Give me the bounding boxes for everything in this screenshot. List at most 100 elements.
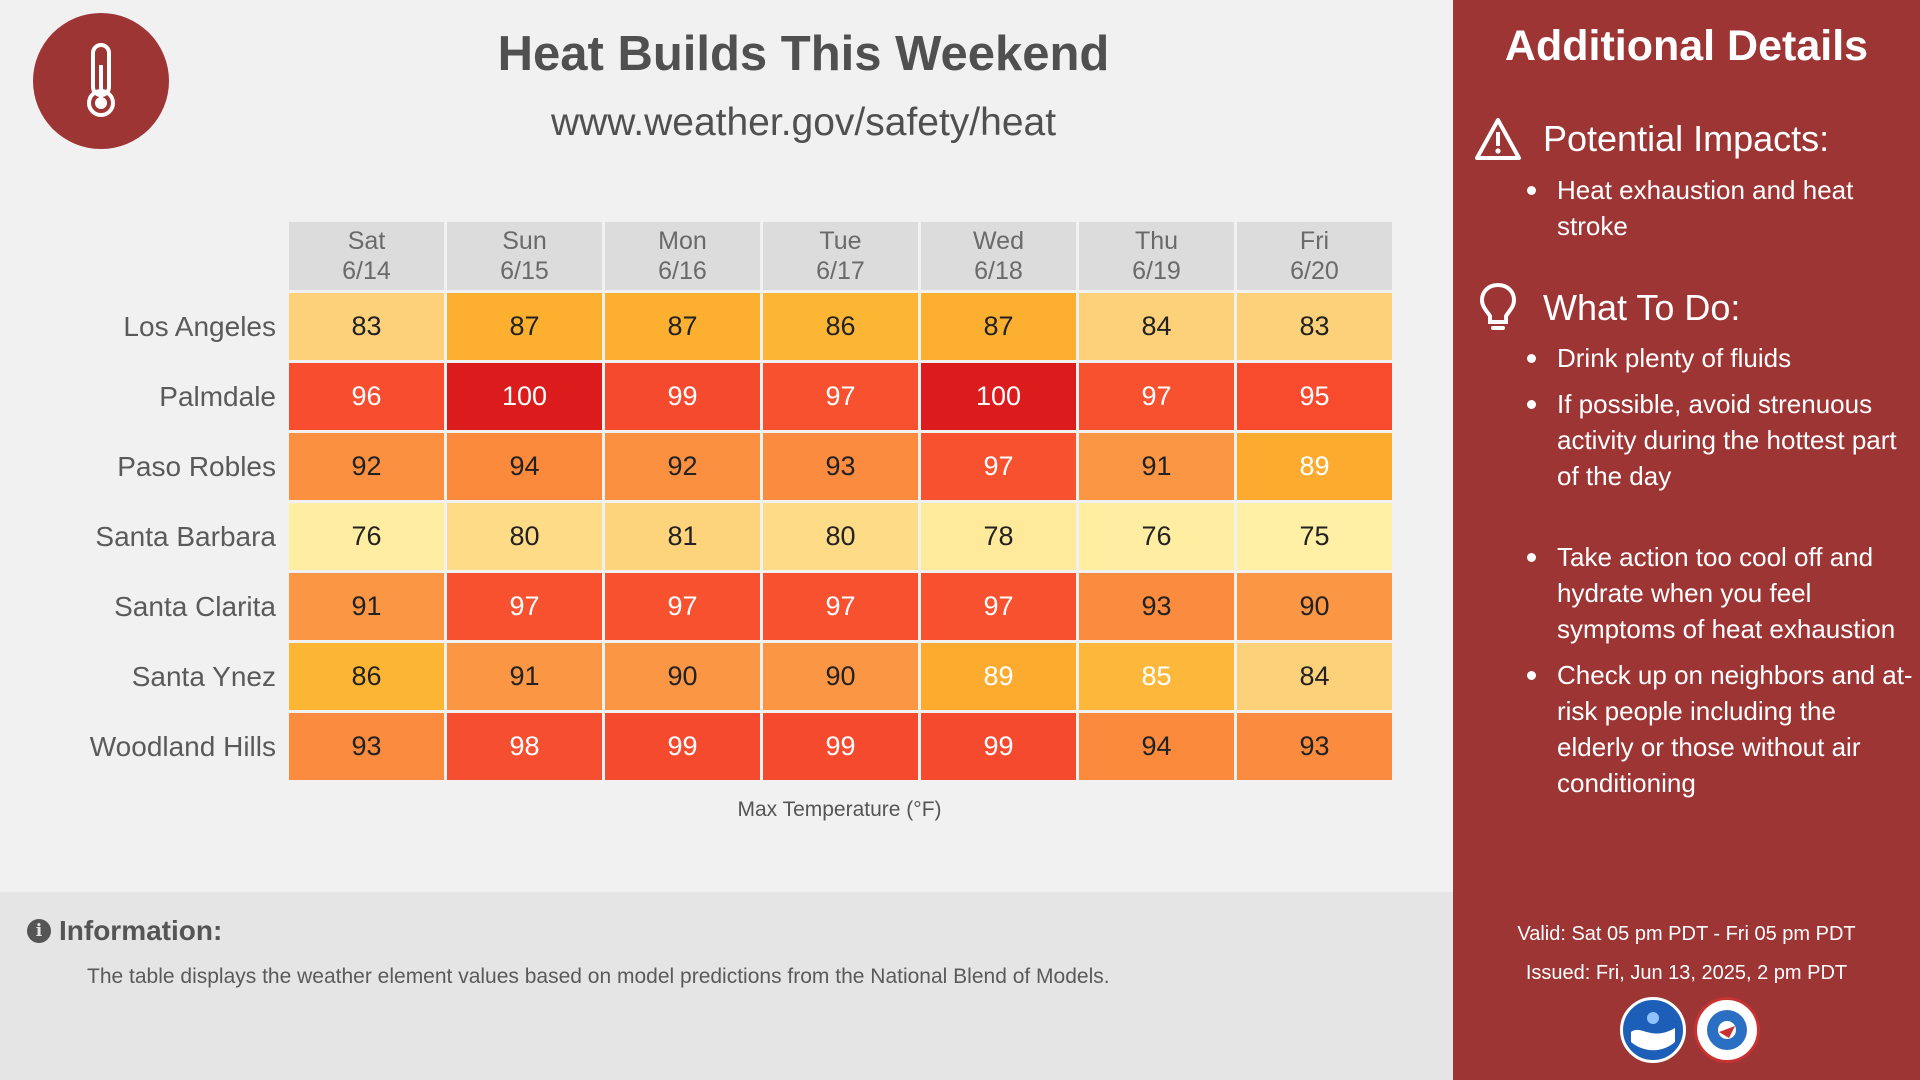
day-name: Fri (1299, 227, 1330, 255)
day-header: Sun 6/15 (447, 222, 602, 290)
table-row: Santa Clarita 91 97 97 97 97 93 90 (63, 573, 1392, 640)
table-row: Palmdale 96 100 99 97 100 97 95 (63, 363, 1392, 430)
table-row: Santa Ynez 86 91 90 90 89 85 84 (63, 643, 1392, 710)
temperature-cell: 97 (763, 363, 918, 430)
todo-heading: What To Do: (1473, 282, 1741, 333)
temperature-cell: 93 (289, 713, 444, 780)
temperature-cell: 87 (605, 293, 760, 360)
city-label: Paso Robles (117, 450, 276, 482)
temperature-cell: 76 (289, 503, 444, 570)
temperature-cell: 84 (1237, 643, 1392, 710)
lightbulb-icon (1473, 282, 1523, 333)
day-date: 6/16 (658, 257, 707, 285)
impacts-heading: Potential Impacts: (1473, 114, 1829, 164)
temperature-cell: 93 (1237, 713, 1392, 780)
information-heading: i Information: (27, 915, 222, 947)
information-bar: i Information: The table displays the we… (0, 892, 1453, 1080)
temperature-cell: 92 (605, 433, 760, 500)
sidebar-title: Additional Details (1504, 22, 1869, 70)
day-date: 6/19 (1132, 257, 1181, 285)
agency-logos (1620, 997, 1760, 1063)
list-item: Check up on neighbors and at-risk people… (1527, 657, 1915, 801)
temperature-cell: 83 (1237, 293, 1392, 360)
city-label: Santa Barbara (95, 520, 276, 552)
temperature-cell: 76 (1079, 503, 1234, 570)
table-row: Paso Robles 92 94 92 93 97 91 89 (63, 433, 1392, 500)
city-label: Palmdale (159, 380, 276, 412)
city-label: Santa Clarita (114, 590, 276, 622)
temperature-cell: 97 (447, 573, 602, 640)
temperature-cell: 89 (921, 643, 1076, 710)
temperature-cell: 91 (447, 643, 602, 710)
day-header: Mon 6/16 (605, 222, 760, 290)
day-name: Sat (347, 227, 386, 255)
temperature-cell: 78 (921, 503, 1076, 570)
list-item: Heat exhaustion and heat stroke (1527, 172, 1915, 244)
day-name: Wed (973, 227, 1024, 255)
temperature-cell: 100 (921, 363, 1076, 430)
temperature-cell: 92 (289, 433, 444, 500)
table-row: Los Angeles 83 87 87 86 87 84 83 (63, 293, 1392, 360)
temperature-cell: 97 (763, 573, 918, 640)
temperature-cell: 90 (1237, 573, 1392, 640)
thermometer-icon (33, 13, 169, 149)
impacts-list: Heat exhaustion and heat stroke (1527, 172, 1915, 244)
table-corner (63, 222, 286, 290)
table-row: Woodland Hills 93 98 99 99 99 94 93 (63, 713, 1392, 780)
temperature-cell: 86 (763, 293, 918, 360)
todo-heading-label: What To Do: (1543, 287, 1741, 328)
temperature-cell: 90 (605, 643, 760, 710)
day-header: Fri 6/20 (1237, 222, 1392, 290)
temperature-cell: 96 (289, 363, 444, 430)
temperature-cell: 99 (921, 713, 1076, 780)
temperature-cell: 97 (1079, 363, 1234, 430)
day-date: 6/20 (1290, 257, 1339, 285)
list-item: Drink plenty of fluids (1527, 340, 1915, 376)
day-date: 6/14 (342, 257, 391, 285)
temperature-cell: 94 (1079, 713, 1234, 780)
noaa-logo-icon (1620, 997, 1686, 1063)
day-date: 6/17 (816, 257, 865, 285)
main-panel: Heat Builds This Weekend www.weather.gov… (0, 13, 1453, 1080)
temperature-cell: 99 (605, 713, 760, 780)
day-header: Wed 6/18 (921, 222, 1076, 290)
day-header: Thu 6/19 (1079, 222, 1234, 290)
temperature-cell: 99 (605, 363, 760, 430)
day-name: Mon (658, 227, 707, 255)
day-name: Sun (502, 227, 547, 255)
temperature-cell: 80 (447, 503, 602, 570)
safety-url[interactable]: www.weather.gov/safety/heat (550, 101, 1057, 144)
city-label: Santa Ynez (131, 660, 276, 692)
warning-icon (1473, 114, 1523, 164)
temperature-cell: 75 (1237, 503, 1392, 570)
temperature-cell: 94 (447, 433, 602, 500)
information-text: The table displays the weather element v… (87, 965, 1110, 988)
temperature-cell: 93 (1079, 573, 1234, 640)
temperature-cell: 81 (605, 503, 760, 570)
city-label: Los Angeles (123, 310, 276, 342)
temperature-cell: 84 (1079, 293, 1234, 360)
temperature-cell: 83 (289, 293, 444, 360)
day-name: Thu (1134, 227, 1179, 255)
details-sidebar: Additional Details Potential Impacts: He… (1453, 0, 1920, 1080)
temperature-cell: 98 (447, 713, 602, 780)
table-header-row: Sat 6/14 Sun 6/15 Mon 6/16 Tue 6/17 Wed 6/18 Thu 6/… (63, 222, 1392, 290)
todo-list: Drink plenty of fluids If possible, avoid… (1527, 340, 1915, 811)
list-item: Take action too cool off and hydrate whe… (1527, 539, 1915, 647)
day-date: 6/15 (500, 257, 549, 285)
temperature-cell: 86 (289, 643, 444, 710)
info-icon: i (27, 919, 51, 943)
day-name: Tue (819, 227, 862, 255)
issued-time: Issued: Fri, Jun 13, 2025, 2 pm PDT (1525, 962, 1848, 984)
impacts-heading-label: Potential Impacts: (1543, 118, 1830, 159)
temperature-cell: 97 (921, 573, 1076, 640)
day-header: Tue 6/17 (763, 222, 918, 290)
nws-logo-icon (1694, 997, 1760, 1063)
temperature-cell: 93 (763, 433, 918, 500)
city-label: Woodland Hills (89, 730, 276, 762)
temperature-cell: 89 (1237, 433, 1392, 500)
temperature-cell: 91 (1079, 433, 1234, 500)
temperature-cell: 87 (447, 293, 602, 360)
temperature-cell: 87 (921, 293, 1076, 360)
page-title: Heat Builds This Weekend (497, 27, 1110, 81)
